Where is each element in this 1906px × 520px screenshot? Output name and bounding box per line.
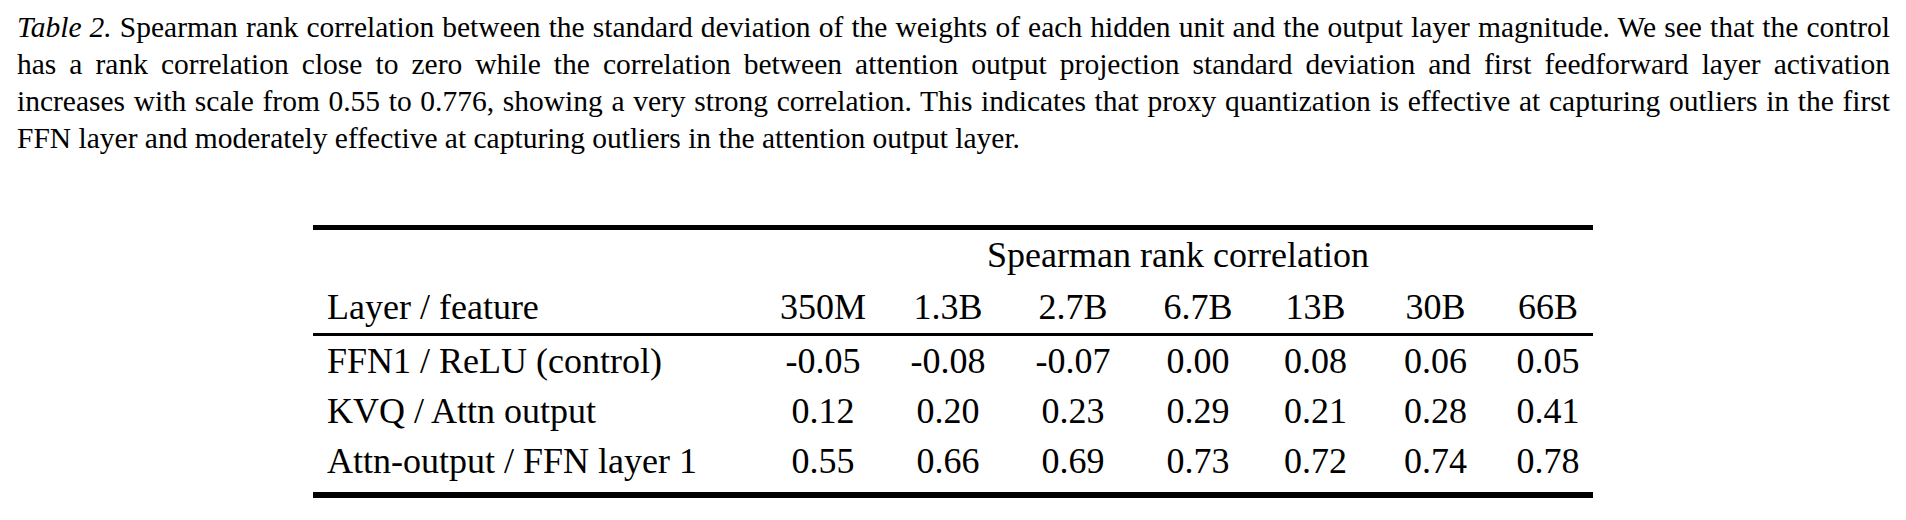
value-cell: 0.29: [1133, 386, 1263, 436]
value-cell: -0.07: [1013, 336, 1133, 386]
value-cell: 0.05: [1503, 336, 1593, 386]
results-table: Spearman rank correlation Layer / featur…: [313, 225, 1593, 498]
table-column-header-row: Layer / feature 350M 1.3B 2.7B 6.7B 13B …: [313, 281, 1593, 333]
value-cell: 0.78: [1503, 436, 1593, 486]
row-label: FFN1 / ReLU (control): [313, 336, 763, 386]
value-cell: -0.08: [883, 336, 1013, 386]
value-cell: 0.69: [1013, 436, 1133, 486]
value-cell: 0.00: [1133, 336, 1263, 386]
table-row-kvq-attn-output: KVQ / Attn output 0.12 0.20 0.23 0.29 0.…: [313, 386, 1593, 436]
value-cell: 0.41: [1503, 386, 1593, 436]
table-row-attn-output-ffn-layer-1: Attn-output / FFN layer 1 0.55 0.66 0.69…: [313, 436, 1593, 486]
table-row-ffn1-relu-control: FFN1 / ReLU (control) -0.05 -0.08 -0.07 …: [313, 336, 1593, 386]
value-cell: 0.55: [763, 436, 883, 486]
column-header-6-7b: 6.7B: [1133, 281, 1263, 333]
column-header-66b: 66B: [1503, 281, 1593, 333]
column-header-30b: 30B: [1368, 281, 1503, 333]
paper-page: Table 2. Spearman rank correlation betwe…: [0, 0, 1906, 520]
table-group-header-row: Spearman rank correlation: [313, 230, 1593, 281]
table-caption-label: Table 2.: [17, 11, 112, 43]
value-cell: 0.28: [1368, 386, 1503, 436]
value-cell: 0.12: [763, 386, 883, 436]
value-cell: 0.73: [1133, 436, 1263, 486]
column-header-350m: 350M: [763, 281, 883, 333]
table-bottom-rule: [313, 492, 1593, 498]
table-caption: Table 2. Spearman rank correlation betwe…: [17, 9, 1890, 157]
value-cell: 0.20: [883, 386, 1013, 436]
column-header-13b: 13B: [1263, 281, 1368, 333]
group-header: Spearman rank correlation: [763, 230, 1593, 281]
row-label: KVQ / Attn output: [313, 386, 763, 436]
value-cell: 0.06: [1368, 336, 1503, 386]
value-cell: 0.08: [1263, 336, 1368, 386]
table-caption-text: Spearman rank correlation between the st…: [17, 11, 1890, 154]
value-cell: -0.05: [763, 336, 883, 386]
empty-corner-cell: [313, 230, 763, 281]
column-header-1-3b: 1.3B: [883, 281, 1013, 333]
value-cell: 0.72: [1263, 436, 1368, 486]
column-header-2-7b: 2.7B: [1013, 281, 1133, 333]
column-header-layer-feature: Layer / feature: [313, 281, 763, 333]
value-cell: 0.66: [883, 436, 1013, 486]
value-cell: 0.74: [1368, 436, 1503, 486]
row-label: Attn-output / FFN layer 1: [313, 436, 763, 486]
value-cell: 0.21: [1263, 386, 1368, 436]
value-cell: 0.23: [1013, 386, 1133, 436]
